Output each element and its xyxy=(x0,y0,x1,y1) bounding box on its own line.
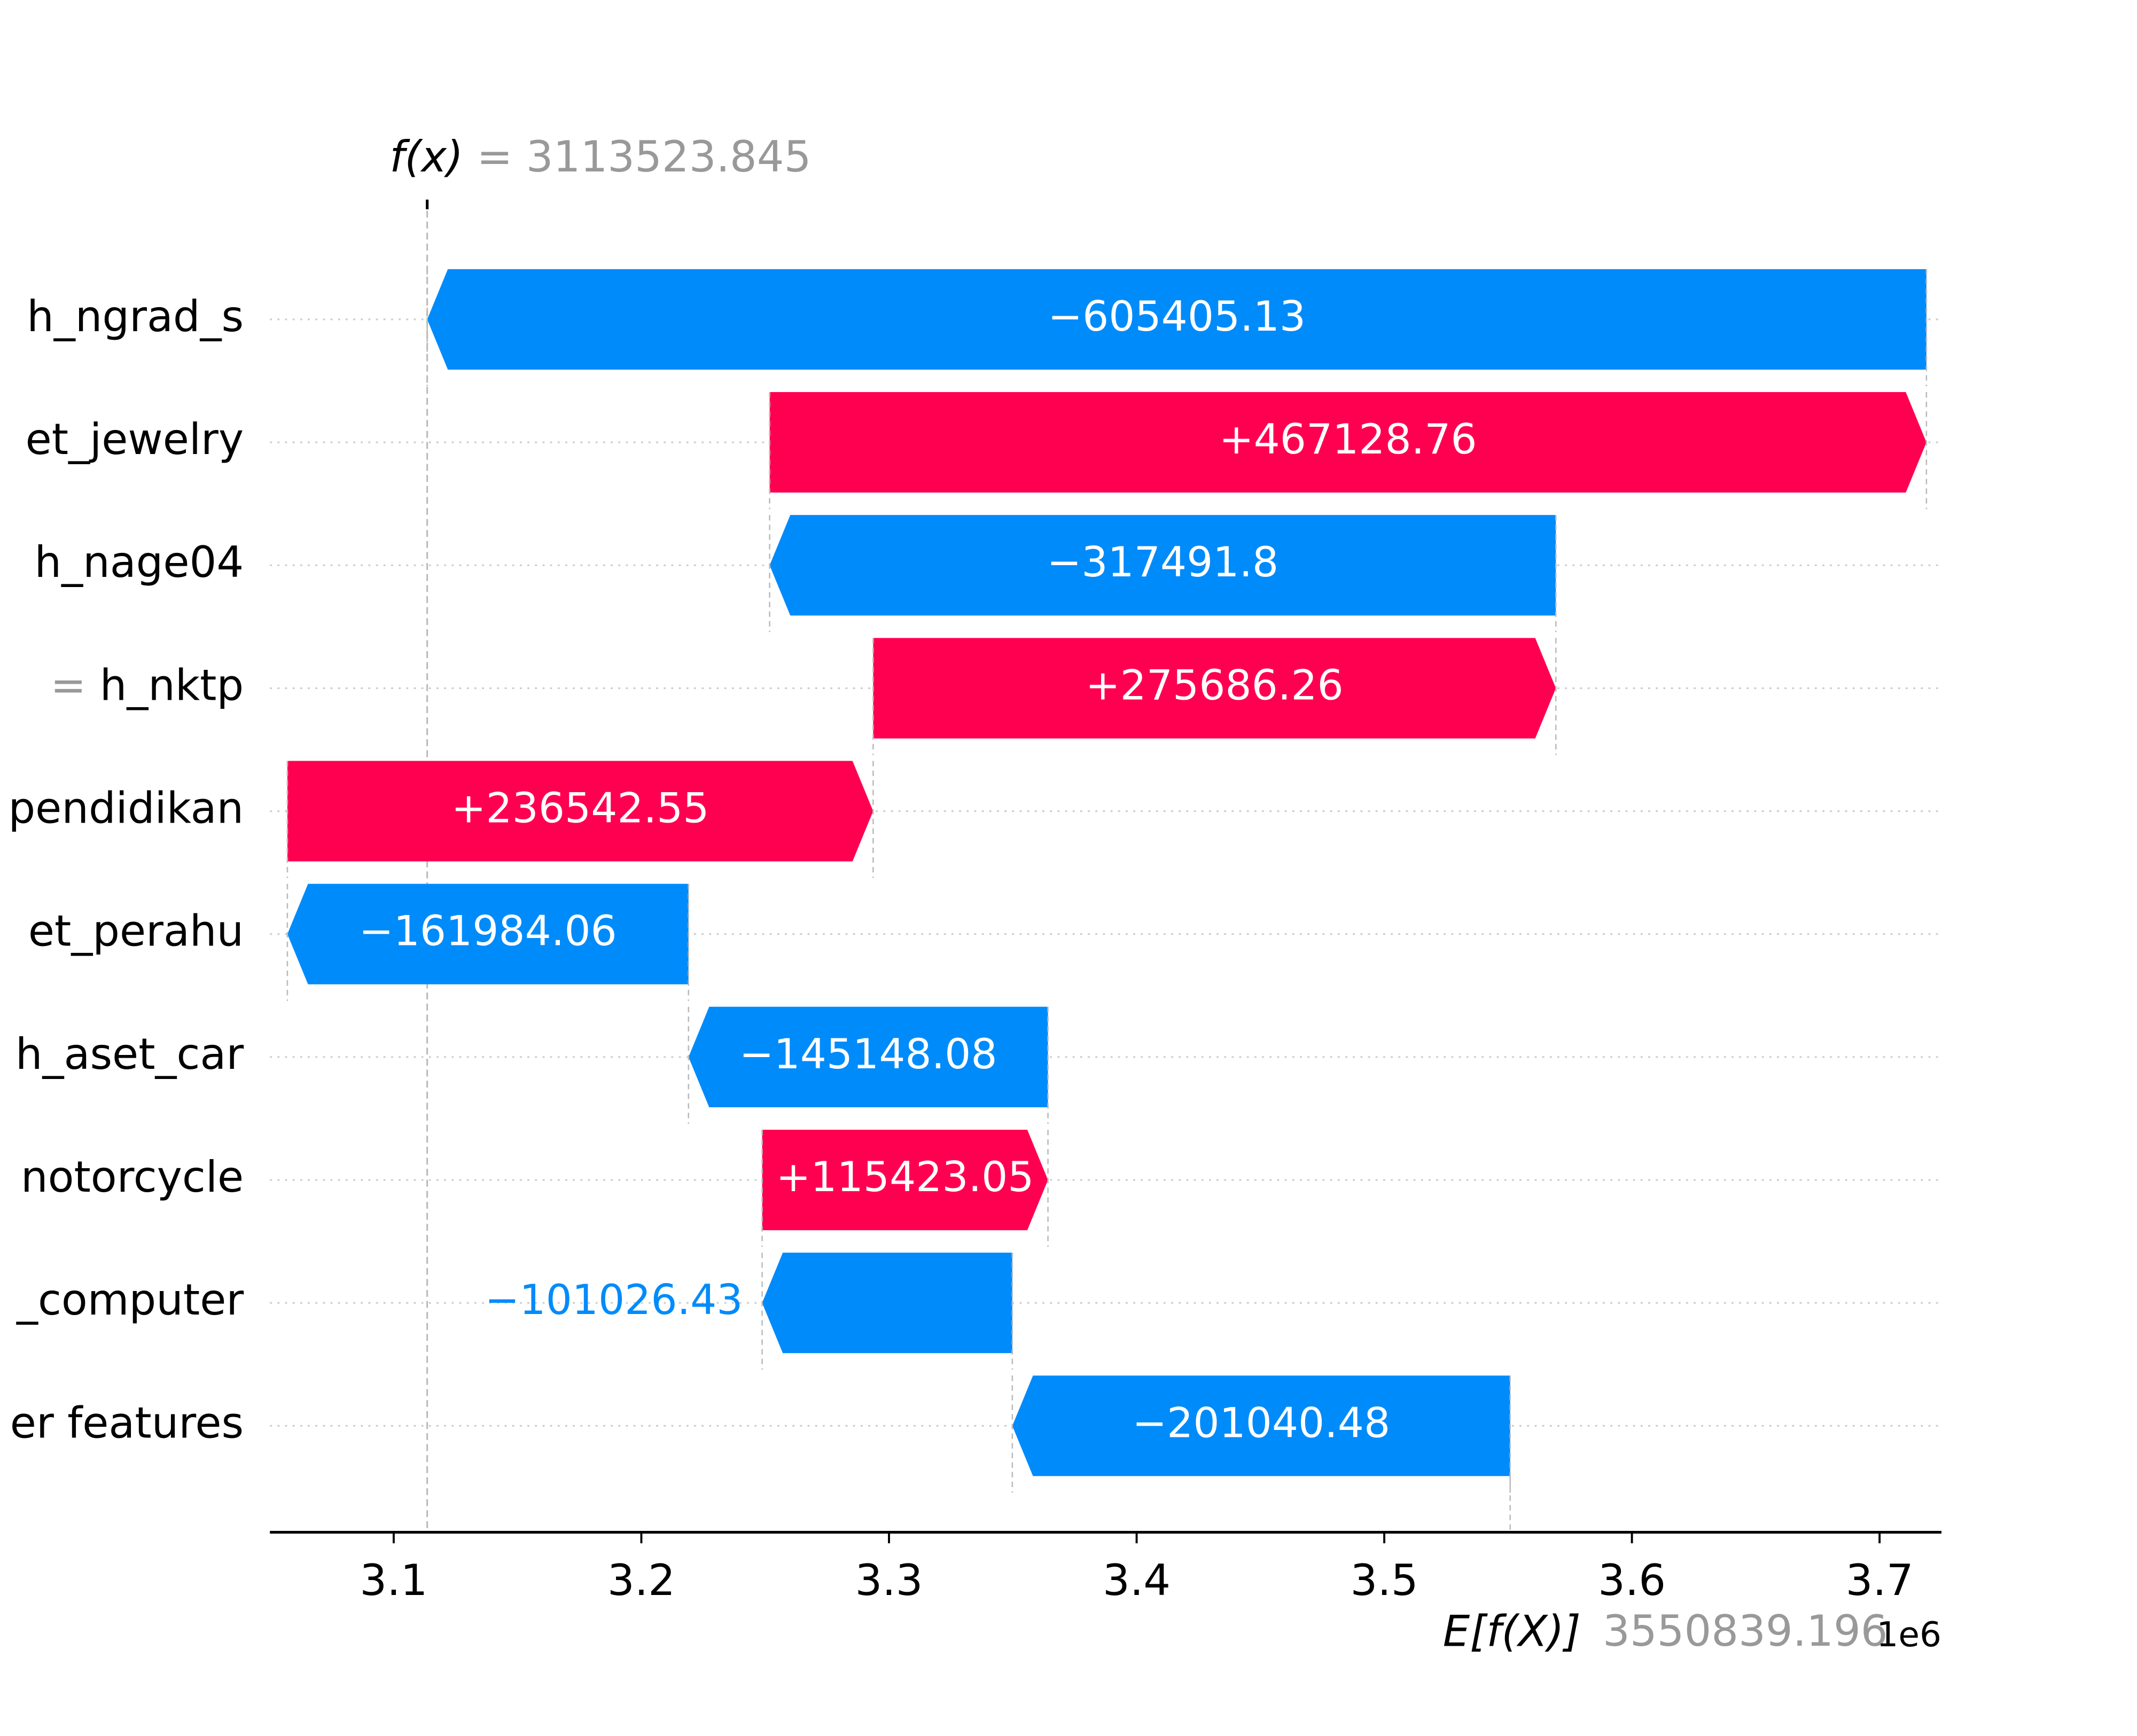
base-label: E[f(X)] xyxy=(1443,1606,1581,1656)
value-label: +115423.05 xyxy=(776,1153,1034,1201)
value-label: −145148.08 xyxy=(739,1030,997,1078)
x-tick-label: 3.3 xyxy=(855,1555,923,1605)
x-offset-label: 1e6 xyxy=(1876,1615,1941,1655)
feature-name: et_perahu xyxy=(28,906,244,956)
equals-sign: = xyxy=(477,132,512,182)
base-annotation: E[f(X)] xyxy=(1443,1606,1581,1656)
feature-name: h_ngrad_s xyxy=(27,292,244,341)
bar xyxy=(287,761,873,862)
bar xyxy=(427,269,1927,370)
feature-label: et_jewelry xyxy=(26,415,244,464)
feature-label: _computer xyxy=(16,1275,244,1325)
x-tick-label: 3.7 xyxy=(1846,1555,1914,1605)
fx-label: f(x) xyxy=(389,132,463,182)
value-label: −317491.8 xyxy=(1047,538,1279,587)
feature-label: notorcycle xyxy=(21,1152,244,1202)
value-label: +236542.55 xyxy=(451,785,709,833)
base-value: 3550839.196 xyxy=(1603,1606,1888,1656)
value-label: +275686.26 xyxy=(1086,661,1344,709)
x-tick-label: 3.1 xyxy=(360,1555,427,1605)
feature-label: = h_nktp xyxy=(50,660,244,710)
feature-label: pendidikan xyxy=(8,784,244,833)
bar xyxy=(287,883,689,984)
bar xyxy=(769,515,1556,616)
fx-value: 3113523.845 xyxy=(526,132,812,182)
feature-label: h_aset_car xyxy=(15,1029,244,1079)
feature-label: er features xyxy=(10,1398,244,1448)
feature-name: er features xyxy=(10,1398,244,1448)
bar xyxy=(873,638,1556,739)
bar xyxy=(1012,1375,1510,1476)
bar xyxy=(762,1253,1012,1354)
bar xyxy=(688,1006,1048,1107)
feature-name: h_nage04 xyxy=(35,537,244,587)
fx-annotation: f(x) = 3113523.845 xyxy=(389,132,811,182)
bar xyxy=(769,392,1927,493)
value-label: −201040.48 xyxy=(1132,1399,1390,1447)
x-tick-label: 3.4 xyxy=(1103,1555,1171,1605)
value-label: −161984.06 xyxy=(359,908,617,956)
value-label: +467128.76 xyxy=(1219,416,1477,464)
x-tick-label: 3.5 xyxy=(1351,1555,1418,1605)
value-label: −101026.43 xyxy=(485,1276,743,1324)
feature-label: h_nage04 xyxy=(35,537,244,587)
feature-name: notorcycle xyxy=(21,1152,244,1202)
feature-name: et_jewelry xyxy=(26,415,244,464)
feature-name: pendidikan xyxy=(8,784,244,833)
feature-name: h_nktp xyxy=(100,660,244,710)
feature-name: _computer xyxy=(16,1275,244,1325)
value-label: −605405.13 xyxy=(1048,293,1306,341)
feature-value: = xyxy=(50,660,86,710)
x-tick-label: 3.2 xyxy=(607,1555,675,1605)
x-tick-label: 3.6 xyxy=(1598,1555,1666,1605)
feature-label: h_ngrad_s xyxy=(27,292,244,341)
bar xyxy=(762,1129,1048,1231)
feature-name: h_aset_car xyxy=(15,1029,244,1079)
feature-label: et_perahu xyxy=(28,906,244,956)
